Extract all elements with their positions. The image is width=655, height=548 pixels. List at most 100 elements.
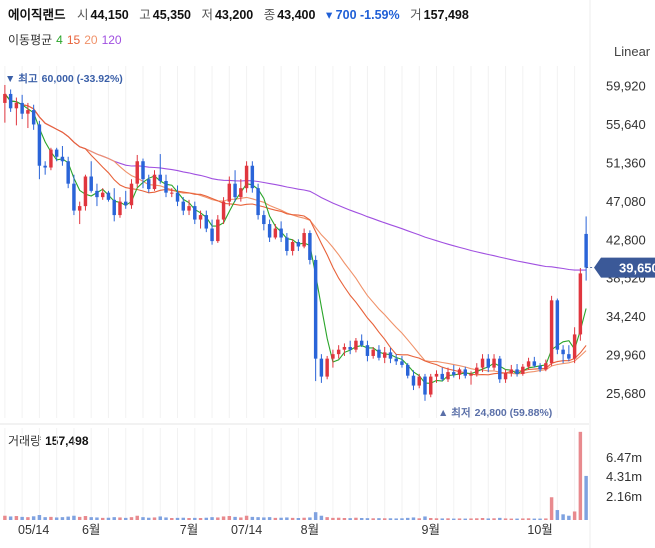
candle-body — [365, 345, 370, 356]
volume-bar — [429, 518, 433, 520]
volume-bar — [538, 518, 542, 520]
volume-bar — [509, 518, 514, 520]
volume-bar — [244, 515, 249, 520]
candle-body — [124, 201, 128, 206]
volume-bar — [532, 518, 537, 520]
volume-tick-label: 2.16m — [606, 489, 642, 504]
volume-bar — [394, 518, 398, 520]
volume-bar — [475, 518, 479, 520]
volume-panel-value: 157,498 — [45, 434, 89, 448]
candle-body — [279, 228, 283, 238]
volume-bar — [118, 517, 122, 520]
volume-bar — [319, 515, 324, 520]
volume-bar — [256, 517, 260, 520]
volume-bar — [296, 518, 301, 520]
volume-bar — [83, 516, 88, 520]
candle-body — [135, 161, 139, 184]
candle-body — [273, 228, 278, 238]
candle-body — [89, 176, 93, 191]
ma-20-label[interactable]: 20 — [84, 33, 98, 47]
volume-bar — [572, 511, 577, 520]
candle-body — [515, 369, 519, 374]
candle-body — [198, 215, 203, 220]
volume-bar — [555, 510, 560, 520]
x-tick-label: 7월 — [180, 523, 198, 537]
candle-body — [152, 174, 157, 190]
current-price-tag: 39,650 — [594, 257, 655, 278]
volume-bar — [49, 516, 53, 520]
x-tick-label: 8월 — [301, 523, 319, 537]
candle-body — [227, 183, 232, 202]
ma-15-label[interactable]: 15 — [66, 33, 81, 47]
candle-body — [250, 165, 255, 189]
candle-body — [538, 365, 542, 370]
candle-body — [285, 237, 289, 251]
volume-tick-label: 6.47m — [606, 450, 642, 465]
volume-bar — [250, 516, 255, 520]
candle-body — [572, 334, 577, 359]
volume-bar — [216, 517, 220, 520]
candle-body — [118, 201, 122, 216]
volume-bar — [498, 517, 502, 520]
price-change: ▾ 700 -1.59% — [325, 8, 400, 22]
candle-body — [359, 340, 364, 346]
ma-4-line — [4, 93, 587, 384]
candle-body — [348, 346, 352, 350]
volume-bar — [170, 518, 174, 520]
candle-body — [112, 199, 116, 216]
x-axis: 05/14 6월 7월 07/14 8월 9월 10월 — [18, 523, 553, 537]
candle-body — [509, 369, 514, 374]
candle-body — [457, 369, 462, 375]
y-axis: 59,92055,64051,36047,08042,80038,52034,2… — [606, 79, 646, 401]
ma-120-label[interactable]: 120 — [101, 33, 122, 47]
stock-header: 에이직랜드 시 44,150 고 45,350 저 43,200 종 43,400 ▾ … — [8, 4, 476, 22]
candle-body — [400, 361, 404, 365]
candle-body — [434, 373, 439, 377]
volume-bar — [20, 516, 24, 520]
volume-bar — [129, 517, 134, 520]
candle-body — [423, 376, 427, 395]
volume-bar — [388, 518, 393, 520]
volume-bar — [549, 497, 554, 520]
candle-body — [377, 349, 381, 358]
candle-body — [463, 369, 467, 376]
volume-bar — [262, 517, 266, 520]
volume-bar — [124, 517, 128, 520]
candle-body — [578, 273, 583, 335]
volume-value: 157,498 — [423, 8, 469, 22]
ma-4-label[interactable]: 4 — [56, 33, 63, 47]
candle-body — [256, 188, 260, 216]
volume-bar — [521, 518, 525, 520]
candle-body — [567, 354, 571, 359]
candle-body — [503, 373, 508, 380]
volume-panel-title: 거래량 — [8, 434, 42, 448]
volume-bar — [72, 515, 76, 520]
volume-bar — [221, 516, 226, 520]
candle-body — [469, 373, 473, 376]
volume-bar — [227, 516, 232, 520]
y-tick-label: 29,960 — [606, 348, 646, 363]
candle-body — [296, 242, 301, 247]
candle-body — [3, 93, 7, 103]
x-tick-label: 10월 — [527, 523, 552, 537]
volume-bar — [31, 516, 36, 520]
volume-bar — [187, 518, 191, 520]
volume-bar — [567, 515, 571, 520]
candle-body — [49, 149, 53, 168]
scale-toggle[interactable]: Linear — [614, 44, 651, 59]
candle-body — [72, 183, 76, 211]
candle-body — [66, 161, 70, 184]
ma-legend-title: 이동평균 — [8, 33, 53, 47]
moving-average-legend[interactable]: 이동평균 4 15 20 120 — [8, 31, 126, 48]
volume-bar — [26, 517, 30, 520]
candle-body — [210, 228, 214, 242]
candle-body — [204, 215, 209, 229]
candle-body — [193, 206, 197, 220]
volume-bar — [377, 518, 381, 520]
candle-body — [405, 364, 410, 376]
candle-body — [584, 233, 588, 268]
volume-bar — [348, 518, 352, 520]
volume-bar — [336, 517, 341, 520]
volume-bar — [526, 518, 531, 520]
